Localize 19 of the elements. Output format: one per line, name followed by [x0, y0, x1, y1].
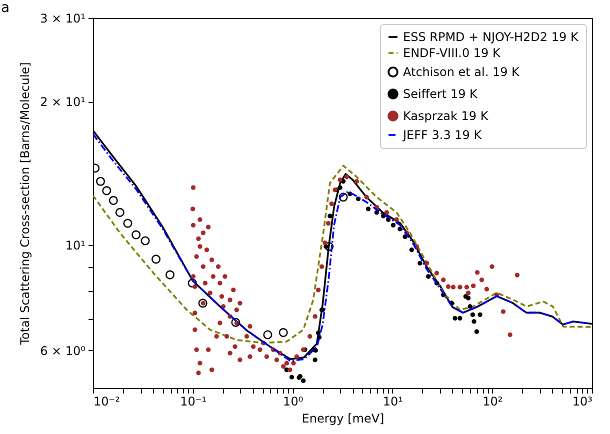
legend-label: Seiffert 19 K [403, 87, 479, 101]
legend-label: ENDF-VIII.0 19 K [403, 46, 502, 60]
x-tick-label: 10¹ [382, 394, 404, 408]
x-tick-label: 10⁻² [94, 394, 120, 408]
legend-label: ESS RPMD + NJOY-H2D2 19 K [403, 30, 580, 44]
y-axis-title: Total Scattering Cross-section [Barns/Molecule] [18, 62, 32, 346]
x-tick-label: 10⁰ [283, 394, 304, 408]
text: a [1, 0, 10, 16]
y-tick-label: 2 × 10¹ [40, 95, 86, 110]
legend-label: JEFF 3.3 19 K [402, 128, 483, 142]
legend-label: Atchison et al. 19 K [403, 65, 521, 79]
y-tick-label: 6 × 10⁰ [40, 344, 86, 358]
x-tick-label: 10⁻¹ [180, 394, 207, 408]
legend-label: Kasprzak 19 K [403, 109, 490, 123]
x-axis-title: Energy [meV] [302, 412, 384, 426]
x-tick-label: 10³ [572, 394, 593, 408]
y-tick-label: 3 × 10¹ [40, 12, 86, 26]
y-tick-label: 10¹ [65, 238, 86, 252]
x-tick-label: 10² [482, 394, 503, 408]
